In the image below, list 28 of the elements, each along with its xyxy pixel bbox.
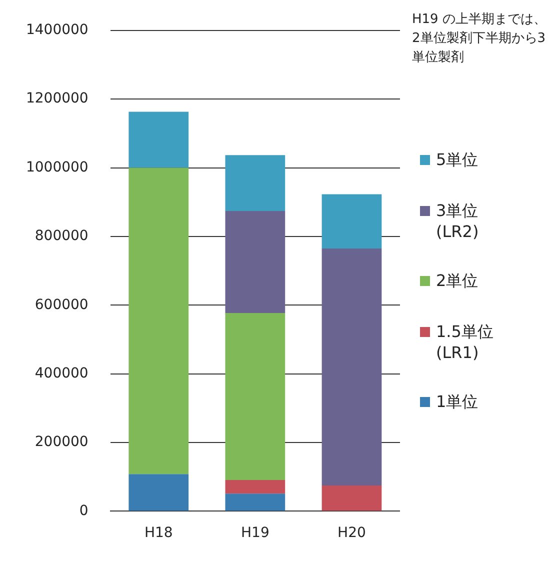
y-tick-label: 600000 [34, 296, 88, 313]
bar [322, 248, 382, 486]
bar [128, 168, 189, 474]
y-tick-label: 1200000 [26, 90, 88, 107]
bar [225, 494, 286, 511]
y-tick-label: 200000 [34, 434, 88, 450]
legend-label: 1単位 [436, 392, 480, 413]
legend-label: 1.5単位 (LR1) [436, 322, 494, 362]
y-tick-label: 0 [79, 502, 88, 519]
x-tick-label: H20 [338, 525, 366, 542]
x-tick-label: H18 [144, 525, 173, 542]
bar [322, 194, 382, 248]
legend-label: 5単位 [436, 150, 480, 171]
y-tick-label: 1400000 [26, 22, 88, 38]
bar [225, 155, 286, 212]
bar [225, 480, 286, 494]
bar [322, 485, 382, 511]
legend-label: 3単位 (LR2) [436, 201, 480, 241]
bar [225, 313, 286, 480]
bar [225, 211, 286, 314]
legend-label: 2単位 [436, 271, 480, 292]
bar [128, 474, 189, 511]
x-tick-label: H19 [241, 525, 270, 542]
y-tick-label: 800000 [34, 228, 88, 244]
text: H19 の上半期までは、2単位製剤下半期から3単位製剤 [412, 11, 548, 67]
y-tick-label: 1000000 [26, 159, 88, 176]
bar [128, 112, 189, 168]
y-tick-label: 400000 [34, 365, 88, 382]
